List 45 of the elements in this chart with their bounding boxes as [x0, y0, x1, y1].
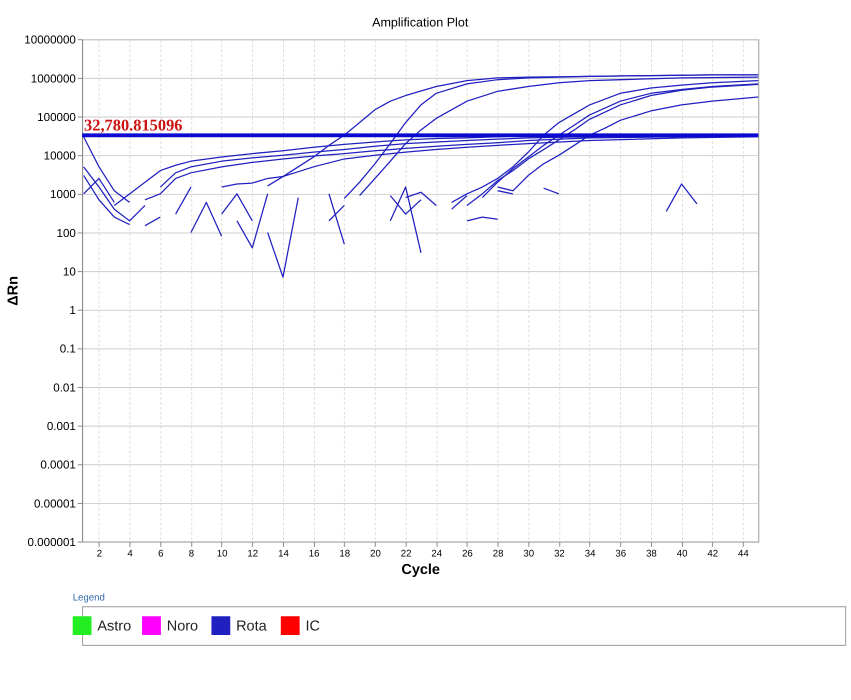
y-tick-label: 0.01 [53, 382, 76, 394]
y-tick-label: 1 [69, 305, 76, 318]
x-tick-label: 24 [431, 548, 443, 560]
x-tick-label: 26 [462, 548, 473, 560]
x-tick-label: 14 [278, 548, 290, 560]
x-tick-label: 34 [584, 548, 596, 560]
y-tick-label: 100 [56, 228, 76, 240]
x-tick-label: 16 [308, 548, 320, 560]
legend-label: Rota [236, 618, 268, 634]
ref-line-label: 32,780.815096 [84, 115, 182, 134]
y-tick-label: 0.0001 [40, 460, 76, 472]
x-tick-label: 10 [216, 548, 228, 560]
x-tick-label: 38 [646, 548, 657, 560]
y-tick-label: 100000 [37, 112, 76, 124]
y-axis-title: ΔRn [5, 276, 22, 306]
x-tick-label: 22 [400, 548, 412, 560]
x-tick-label: 30 [523, 548, 534, 560]
x-axis-title: Cycle [401, 562, 440, 578]
legend-label: Noro [166, 618, 198, 634]
y-tick-label: 0.001 [46, 421, 76, 434]
x-tick-label: 40 [676, 548, 688, 560]
legend-label: IC [305, 618, 320, 634]
x-tick-label: 6 [158, 548, 164, 560]
y-tick-label: 0.000001 [28, 536, 76, 549]
y-tick-label: 10 [62, 266, 76, 278]
y-tick-label: 1000000 [30, 73, 76, 86]
x-tick-label: 32 [554, 548, 565, 560]
y-tick-label: 10000000 [24, 34, 76, 47]
x-tick-label: 8 [188, 548, 194, 560]
chart-title: Amplification Plot [372, 16, 469, 30]
legend-label: Astro [97, 618, 132, 634]
x-tick-label: 36 [615, 548, 626, 560]
legend-title: Legend [72, 592, 105, 604]
x-tick-label: 2 [96, 548, 102, 560]
y-tick-label: 0.1 [60, 344, 76, 356]
x-tick-label: 12 [247, 548, 258, 560]
x-tick-label: 44 [738, 548, 750, 560]
x-tick-label: 28 [492, 548, 504, 560]
y-tick-label: 1000 [50, 189, 76, 202]
x-tick-label: 18 [339, 548, 350, 560]
y-tick-label: 0.00001 [34, 498, 76, 510]
x-tick-label: 4 [127, 548, 134, 560]
y-tick-label: 10000 [44, 150, 76, 163]
x-tick-label: 20 [370, 548, 381, 560]
x-tick-label: 42 [707, 548, 718, 560]
